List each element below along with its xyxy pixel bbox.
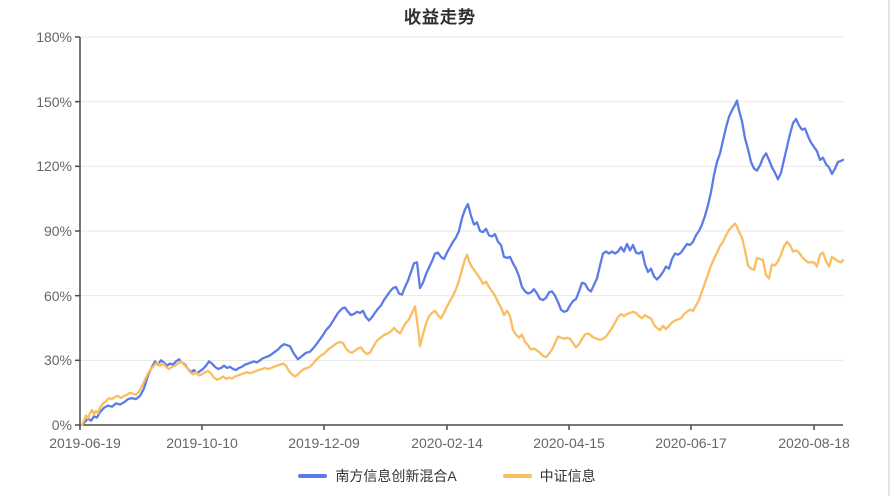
x-axis-label: 2020-06-17 bbox=[655, 435, 727, 451]
x-axis-label: 2019-12-09 bbox=[288, 435, 360, 451]
y-axis-label: 180% bbox=[36, 29, 72, 45]
y-axis-label: 30% bbox=[43, 352, 72, 369]
series-line-0 bbox=[80, 99, 845, 427]
legend-label: 南方信息创新混合A bbox=[335, 468, 457, 484]
series-line-1 bbox=[80, 222, 845, 427]
x-axis-label: 2019-10-10 bbox=[166, 435, 238, 451]
chart-legend: 南方信息创新混合A 中证信息 bbox=[0, 466, 894, 486]
legend-item-1[interactable]: 中证信息 bbox=[502, 466, 596, 486]
y-axis-label: 120% bbox=[36, 158, 72, 175]
x-axis-label: 2020-04-15 bbox=[533, 435, 605, 451]
page-right-border bbox=[888, 0, 890, 496]
x-axis-label: 2020-02-14 bbox=[411, 435, 483, 451]
y-axis-label: 90% bbox=[43, 223, 72, 239]
legend-item-0[interactable]: 南方信息创新混合A bbox=[298, 466, 457, 486]
legend-line-marker bbox=[298, 474, 328, 478]
y-axis-label: 0% bbox=[51, 417, 72, 433]
legend-line-marker bbox=[502, 474, 532, 478]
x-axis-label: 2020-08-18 bbox=[778, 435, 850, 451]
legend-label: 中证信息 bbox=[539, 468, 596, 484]
y-axis-label: 60% bbox=[43, 287, 72, 304]
chart-title: 收益走势 bbox=[404, 8, 476, 27]
y-axis-label: 150% bbox=[36, 93, 72, 110]
x-axis-label: 2019-06-19 bbox=[49, 435, 121, 451]
